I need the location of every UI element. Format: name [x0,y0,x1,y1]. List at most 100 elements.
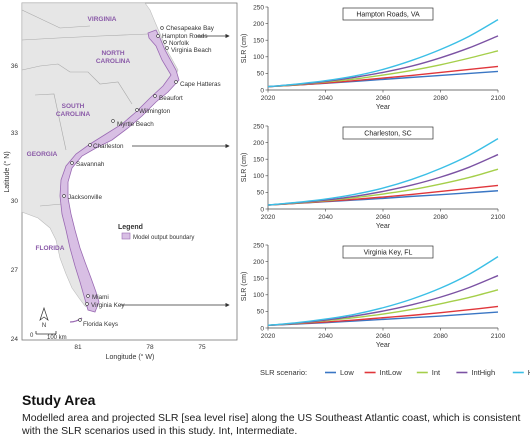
lon-tick: 78 [146,344,154,351]
x-tick-label: 2100 [491,214,506,221]
y-tick-label: 100 [253,173,264,180]
place-label-cape-hatteras: Cape Hatteras [180,81,221,88]
place-label-charleston: Charleston [93,143,124,150]
y-tick-label: 50 [257,71,265,78]
scale-bar-label: 100 km [47,335,67,341]
x-tick-label: 2080 [433,95,448,102]
chart-title: Hampton Roads, VA [356,12,420,19]
place-label-savannah: Savannah [76,161,105,168]
legend-label: IntHigh [471,368,495,377]
place-label-wilmington: Wilmington [139,108,171,115]
y-tick-label: 150 [253,157,264,164]
city-markers [62,26,178,322]
legend-label: IntLow [380,368,403,377]
lat-tick: 33 [11,130,19,137]
y-tick-label: 100 [253,292,264,299]
y-tick-label: 200 [253,140,264,147]
y-tick-label: 0 [260,325,264,332]
legend-label: High [528,368,530,377]
chart-title-box: Virginia Key, FL [342,245,434,259]
place-label-virginia-beach: Virginia Beach [171,47,212,54]
lon-tick: 81 [74,344,82,351]
x-tick-label: 2060 [376,214,391,221]
x-tick-label: 2020 [261,95,276,102]
legend-item-low: Low [325,368,354,377]
chart-xlabel: Year [376,104,391,111]
north-arrow: N [39,306,49,329]
chart-xlabel: Year [376,223,391,230]
map-ylabel: Latitude (° N) [3,151,11,192]
connector-arrows [120,33,230,308]
lat-tick: 27 [11,267,19,274]
y-tick-label: 100 [253,54,264,61]
place-label-florida-keys: Florida Keys [83,321,118,328]
place-label-myrtle-beach: Myrtle Beach [117,121,154,128]
y-tick-label: 250 [253,123,264,130]
figure-canvas: VIRGINIA NORTH SOUTH GEORGIA FLORIDA CAR… [3,2,530,377]
chart-ylabel: SLR (cm) [241,272,248,302]
chart-title-box: Hampton Roads, VA [342,7,434,21]
legend-item-inthigh: IntHigh [456,368,495,377]
x-tick-label: 2060 [376,95,391,102]
x-tick-label: 2080 [433,333,448,340]
slr-charts: 0 50 100 150 200 250 2020 2040 2060 2080 2100 Year S… [241,4,506,349]
x-tick-label: 2040 [318,333,333,340]
place-label-norfolk: Norfolk [169,40,190,47]
legend-label: Int [432,368,441,377]
place-label-virginia-key: Virginia Key [91,302,125,309]
map-legend-title: Legend [118,224,143,231]
slr-legend-title: SLR scenario: [260,368,307,377]
chart-title-box: Charleston, SC [342,126,434,140]
state-label-georgia: GEORGIA [27,151,58,158]
place-label-miami: Miami [92,294,109,301]
legend-item-int: Int [416,368,441,377]
map-legend-item: Model output boundary [133,235,194,241]
study-area-map: VIRGINIA NORTH SOUTH GEORGIA FLORIDA CAR… [3,2,238,361]
y-tick-label: 0 [260,87,264,94]
chart-ylabel: SLR (cm) [241,153,248,183]
chart-charleston-sc: 0 50 100 150 200 250 2020 2040 2060 2080 2100 Year S… [241,123,506,230]
chart-hampton-roads-va: 0 50 100 150 200 250 2020 2040 2060 2080 2100 Year S… [241,4,506,111]
y-tick-label: 200 [253,259,264,266]
x-tick-label: 2100 [491,333,506,340]
city-labels: Chesapeake Bay Hampton Roads Norfolk Vir… [68,25,221,328]
map-lon-ticks: 81 78 75 [74,344,206,351]
chart-title: Virginia Key, FL [364,250,413,257]
place-label-chesapeake-bay: Chesapeake Bay [166,25,215,32]
x-tick-label: 2040 [318,95,333,102]
y-tick-label: 50 [257,190,265,197]
caption-title: Study Area [22,392,96,408]
lat-tick: 24 [11,336,19,343]
x-tick-label: 2020 [261,333,276,340]
y-tick-label: 150 [253,276,264,283]
state-label-south-carolina: SOUTH [62,103,85,110]
scale-bar-zero: 0 [30,333,34,339]
y-tick-label: 0 [260,206,264,213]
map-legend: Legend Model output boundary [118,224,194,241]
x-tick-label: 2060 [376,333,391,340]
caption-text: Modelled area and projected SLR [sea lev… [22,412,521,437]
state-label-virginia: VIRGINIA [88,16,117,23]
y-tick-label: 150 [253,38,264,45]
y-tick-label: 250 [253,4,264,11]
y-tick-label: 200 [253,21,264,28]
chart-title: Charleston, SC [364,131,411,138]
lat-tick: 30 [11,198,19,205]
chart-xlabel: Year [376,342,391,349]
chart-virginia-key-fl: 0 50 100 150 200 250 2020 2040 2060 2080 2100 Year S… [241,242,506,349]
legend-item-intlow: IntLow [364,368,403,377]
lon-tick: 75 [198,344,206,351]
series-line-high [267,19,499,88]
place-label-jacksonville: Jacksonville [68,194,102,201]
y-tick-label: 50 [257,309,265,316]
scale-bar: 0 100 km [30,331,67,341]
map-lat-ticks: 36 33 30 27 24 [11,63,19,343]
lat-tick: 36 [11,63,19,70]
series-line-high [267,138,499,206]
map-legend-swatch [121,232,131,240]
x-tick-label: 2100 [491,95,506,102]
y-tick-label: 250 [253,242,264,249]
state-labels: VIRGINIA NORTH SOUTH GEORGIA FLORIDA [27,16,125,252]
place-label-beaufort: Beaufort [159,95,183,102]
legend-item-high: High [512,368,530,377]
